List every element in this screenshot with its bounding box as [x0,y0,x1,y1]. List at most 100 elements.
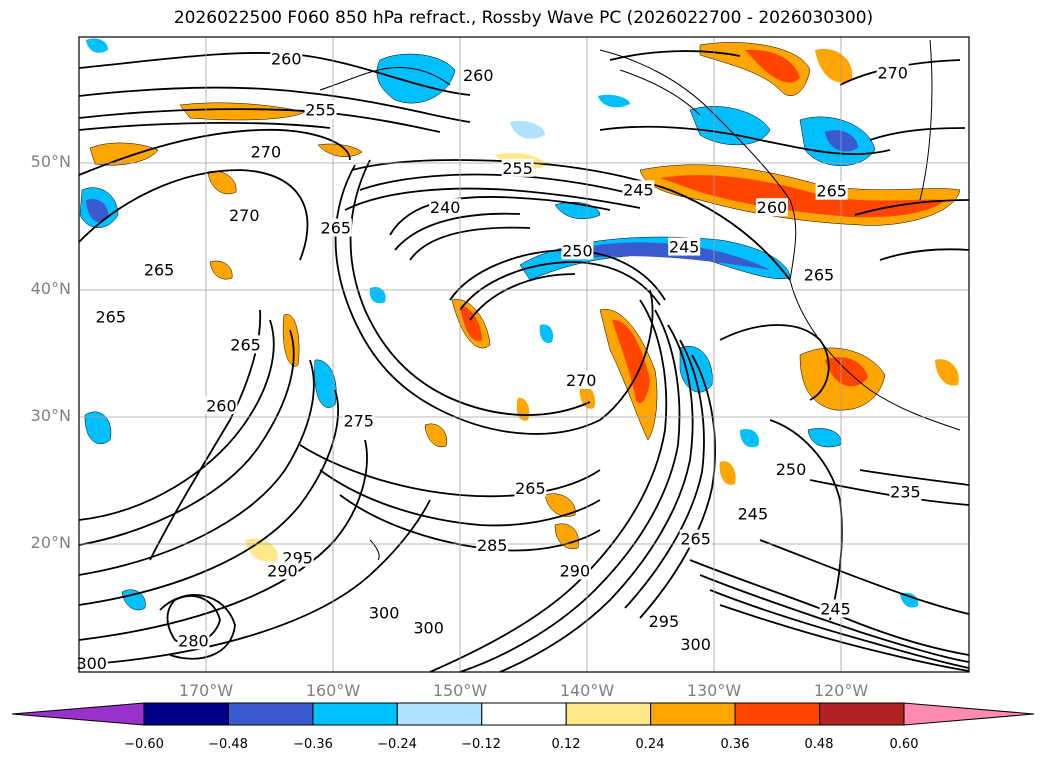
contour-label-bg [75,654,108,673]
contour-label: 260 [206,396,237,415]
lat-label: 20°N [30,533,71,552]
contour-label: 265 [680,530,711,549]
contour-label: 260 [271,50,302,69]
contour-labels: 260 260 270 255 270 255 245 265 260 240 270 265 250 2… [75,49,922,673]
contour-label: 250 [562,241,593,260]
contour-label: 270 [251,142,282,161]
lon-label: 150°W [432,681,488,700]
contour-label: 300 [413,619,444,638]
contour-label-bg [755,198,788,217]
contour-label-bg [679,635,712,654]
lon-label: 160°W [305,681,361,700]
contour-label: 280 [178,631,209,650]
contour-label: 265 [816,182,847,201]
lat-label: 50°N [30,152,71,171]
contour-label-bg [143,260,176,279]
contour-label-bg [889,482,922,501]
lon-label: 170°W [178,681,234,700]
contour-label: 255 [305,100,336,119]
contour-label-bg [319,218,352,237]
colorbar-swatch [481,702,567,726]
contour-label: 290 [560,561,591,580]
contour-label-bg [514,478,547,497]
contour-label: 245 [738,504,769,523]
contour-label-bg [876,63,909,82]
colorbar-swatch [734,702,821,726]
colorbar-tick: 0.60 [889,737,919,752]
contour-label: 235 [890,483,921,502]
contour-label-bg [249,142,282,161]
contour-label-bg [647,612,680,631]
colorbar-tick: 0.48 [804,737,834,752]
contour-label-bg [736,504,769,523]
contour-label: 245 [820,600,851,619]
colorbar-tick: −0.48 [208,737,248,752]
colorbar-tick: 0.36 [720,737,750,752]
contour-label: 245 [623,180,654,199]
colorbar-tick: 0.12 [551,737,581,752]
contour-label: 240 [430,198,461,217]
contour-label: 255 [502,159,533,178]
contour-label-bg [802,265,835,284]
colorbar-high-extension [903,702,1035,726]
contour-label-bg [368,603,401,622]
contour-label-bg [205,396,238,415]
contour-label-bg [94,307,127,326]
refractivity-contours [78,50,970,673]
lat-label: 40°N [30,279,71,298]
contour-label-bg [558,561,591,580]
contour-label-bg [177,631,210,650]
contour-label-bg [342,411,375,430]
contour-label: 265 [804,265,835,284]
contour-label: 245 [669,238,700,257]
contour-label-bg [815,181,848,200]
colorbar-tick: 0.24 [635,737,665,752]
contour-label-bg [304,100,337,119]
colorbar-swatch [227,702,314,726]
colorbar-low-extension [11,702,145,726]
colorbar-swatch [396,702,483,726]
contour-label-bg [429,198,462,217]
contour-label-bg [622,180,655,199]
lat-label: 30°N [30,406,71,425]
lon-label: 130°W [686,681,742,700]
colorbar-tick: −0.12 [461,737,501,752]
contour-label: 260 [463,66,494,85]
contour-label: 270 [229,206,260,225]
colorbar-tick: −0.60 [124,737,164,752]
colorbar-swatch [143,702,229,726]
contour-label-bg [775,459,807,478]
contour-label: 290 [267,561,298,580]
contour-label-bg [476,536,509,554]
contour-label-bg [266,561,299,580]
contour-label-bg [561,241,594,260]
colorbar-swatch [312,702,398,726]
colorbar-tick: −0.36 [293,737,333,752]
contour-label-bg [228,205,261,224]
contour-label: 265 [144,260,175,279]
contour-label-bg [501,158,534,177]
contour-label-bg [668,237,701,256]
contour-label: 265 [515,479,546,498]
contour-label: 275 [343,412,374,431]
chart-title: 2026022500 F060 850 hPa refract., Rossby… [173,8,874,28]
colorbar-swatch [650,702,736,726]
contour-label-bg [565,370,598,389]
lon-label: 120°W [813,681,869,700]
contour-label: 260 [757,198,788,217]
contour-label: 270 [877,64,908,83]
contour-label: 285 [477,536,508,555]
colorbar-swatch [819,702,905,726]
contour-label: 295 [649,612,680,631]
contour-label: 300 [680,635,711,654]
lon-label: 140°W [559,681,615,700]
contour-label: 270 [566,371,597,390]
contour-label-bg [270,49,303,68]
contour-label-bg [819,599,852,618]
contour-label: 300 [369,603,400,622]
colorbar [11,702,1035,726]
contour-label: 265 [321,219,352,238]
contour-label-bg [679,529,712,548]
colorbar-swatch [565,702,652,726]
